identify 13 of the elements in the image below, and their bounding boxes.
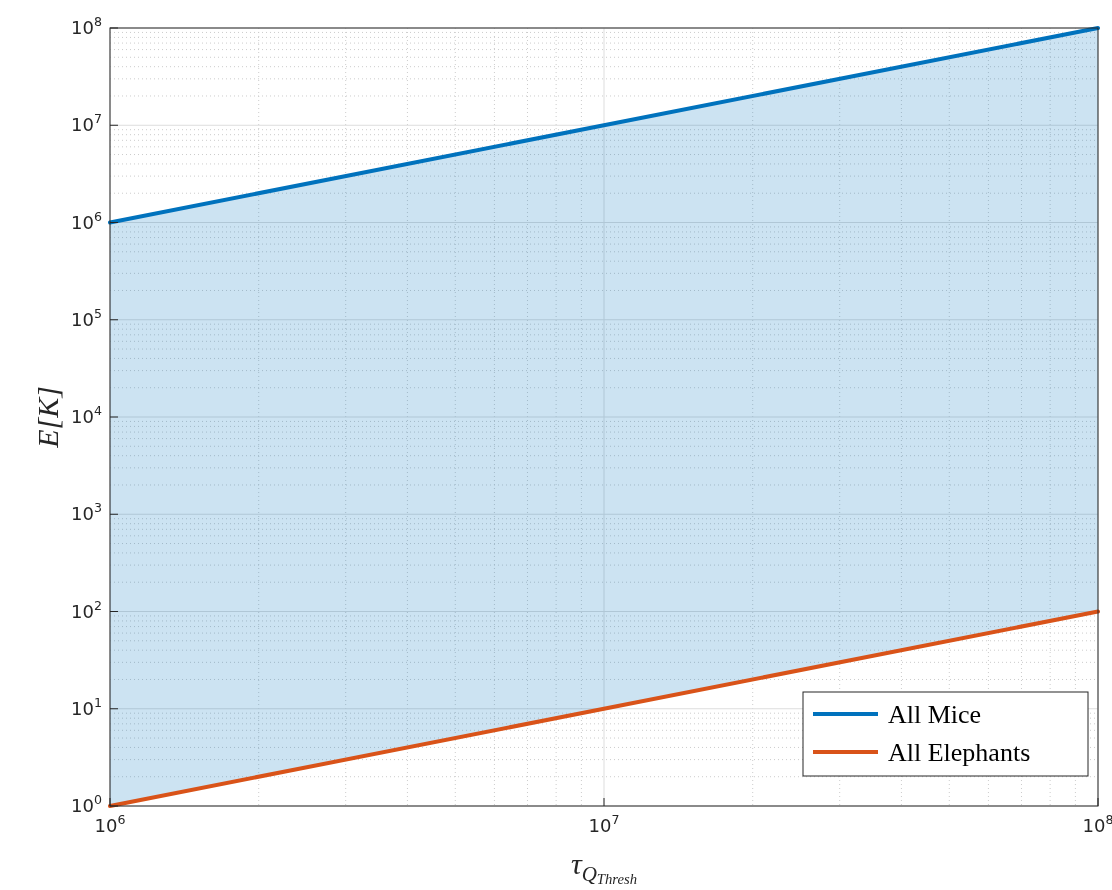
y-tick-label: 10$^{5}$: [71, 306, 102, 330]
y-axis-title: E[K]: [31, 386, 64, 449]
legend-label: All Elephants: [888, 738, 1031, 767]
y-tick-label: 10$^{7}$: [71, 111, 102, 136]
y-tick-label: 10$^{8}$: [71, 14, 102, 38]
x-tick-label: 10$^{7}$: [588, 812, 620, 836]
y-tick-label: 10$^{4}$: [71, 403, 102, 427]
y-tick-label: 10$^{1}$: [71, 695, 102, 719]
x-tick-label: 10$^{8}$: [1082, 812, 1112, 836]
y-tick-label: 10$^{3}$: [71, 500, 102, 525]
y-tick-label: 10$^{6}$: [71, 208, 102, 233]
legend-label: All Mice: [888, 700, 982, 729]
y-tick-label: 10$^{2}$: [71, 597, 102, 622]
